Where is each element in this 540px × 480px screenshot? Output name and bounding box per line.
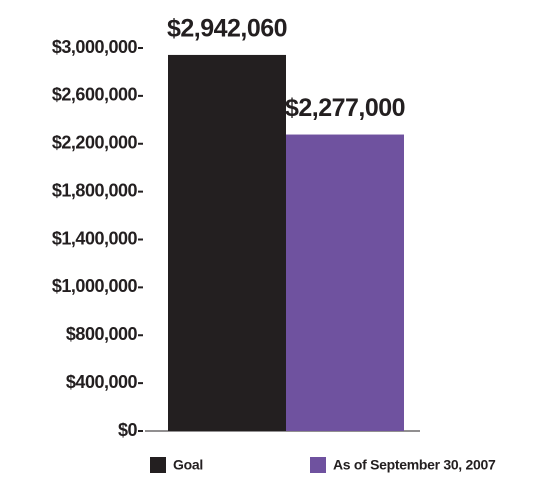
legend-label: As of September 30, 2007 [333,457,496,473]
value-label: $2,277,000 [285,94,405,122]
y-tick-label: $0 [118,420,138,440]
y-tick-label: $400,000 [66,372,138,392]
y-tick-label: $1,000,000 [52,276,138,296]
legend-swatch [310,457,326,473]
legend-label: Goal [173,457,203,473]
y-tick-label: $3,000,000 [52,37,138,57]
y-tick-label: $1,800,000 [52,180,138,200]
y-tick-label: $1,400,000 [52,228,138,248]
y-tick-label: $2,200,000 [52,133,138,153]
bar [168,54,286,431]
value-label: $2,942,060 [167,15,287,43]
y-tick-label: $2,600,000 [52,85,138,105]
bar [286,134,404,431]
legend-swatch [150,457,166,473]
y-tick-label: $800,000 [66,324,138,344]
